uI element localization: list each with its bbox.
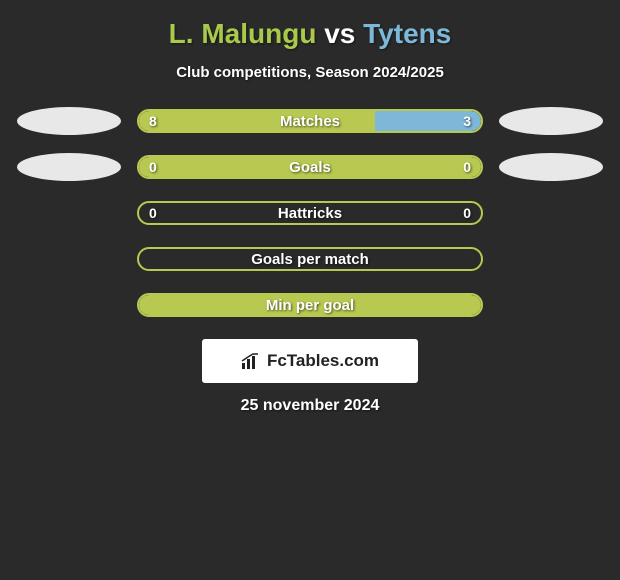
player2-ellipse	[499, 153, 603, 181]
logo: FcTables.com	[241, 351, 379, 371]
player1-ellipse	[17, 107, 121, 135]
stat-row: Min per goal	[0, 293, 620, 317]
player2-name: Tytens	[363, 18, 451, 49]
stat-row: Goals per match	[0, 247, 620, 271]
stat-rows: 83Matches 00Goals 00Hattricks Goals per mat…	[0, 109, 620, 317]
stat-bar: Min per goal	[137, 293, 483, 317]
stat-label: Hattricks	[139, 205, 481, 222]
stat-label: Goals per match	[139, 251, 481, 268]
stat-bar: 83Matches	[137, 109, 483, 133]
stats-comparison-card: L. Malungu vs Tytens Club competitions, …	[0, 0, 620, 415]
chart-icon	[241, 353, 261, 369]
player2-ellipse	[499, 107, 603, 135]
vs-text: vs	[324, 18, 355, 49]
player1-ellipse	[17, 153, 121, 181]
logo-box: FcTables.com	[202, 339, 418, 383]
stat-row: 83Matches	[0, 109, 620, 133]
stat-row: 00Goals	[0, 155, 620, 179]
stat-label: Goals	[139, 159, 481, 176]
logo-text: FcTables.com	[267, 351, 379, 371]
main-title: L. Malungu vs Tytens	[0, 18, 620, 50]
stat-bar: Goals per match	[137, 247, 483, 271]
date-text: 25 november 2024	[0, 397, 620, 415]
subtitle: Club competitions, Season 2024/2025	[0, 64, 620, 81]
stat-row: 00Hattricks	[0, 201, 620, 225]
stat-bar: 00Goals	[137, 155, 483, 179]
stat-label: Min per goal	[139, 297, 481, 314]
player1-name: L. Malungu	[169, 18, 317, 49]
stat-bar: 00Hattricks	[137, 201, 483, 225]
stat-label: Matches	[139, 113, 481, 130]
